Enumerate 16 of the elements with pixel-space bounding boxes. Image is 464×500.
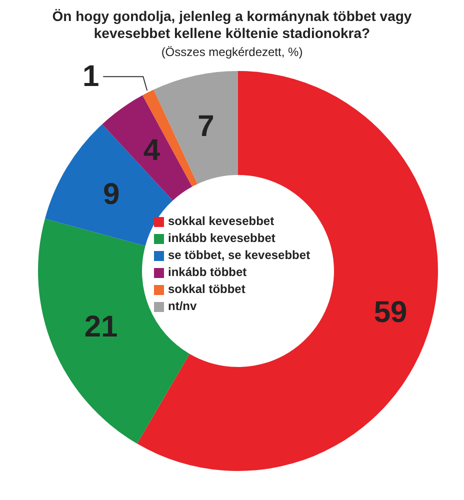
legend-label: sokkal kevesebbet [168, 214, 274, 228]
chart-title: Ön hogy gondolja, jelenleg a kormánynak többet vagy kevesebbet kellene költenie stadionokra? [51, 8, 413, 42]
legend-label: se többet, se kevesebbet [168, 248, 310, 262]
data-label: 1 [82, 60, 100, 94]
chart-subtitle: (Összes megkérdezett, %) [160, 45, 304, 59]
legend-label: sokkal többet [168, 282, 246, 296]
data-label: 9 [103, 178, 120, 211]
legend-label: nt/nv [168, 299, 197, 313]
legend-label: inkább kevesebbet [168, 231, 276, 245]
legend-label: inkább többet [168, 265, 247, 279]
donut-slice [137, 71, 438, 471]
data-label: 7 [198, 110, 214, 143]
data-label: 4 [143, 134, 160, 168]
data-label: 21 [84, 310, 118, 344]
donut-slice [142, 90, 198, 187]
data-label: 59 [374, 296, 408, 329]
